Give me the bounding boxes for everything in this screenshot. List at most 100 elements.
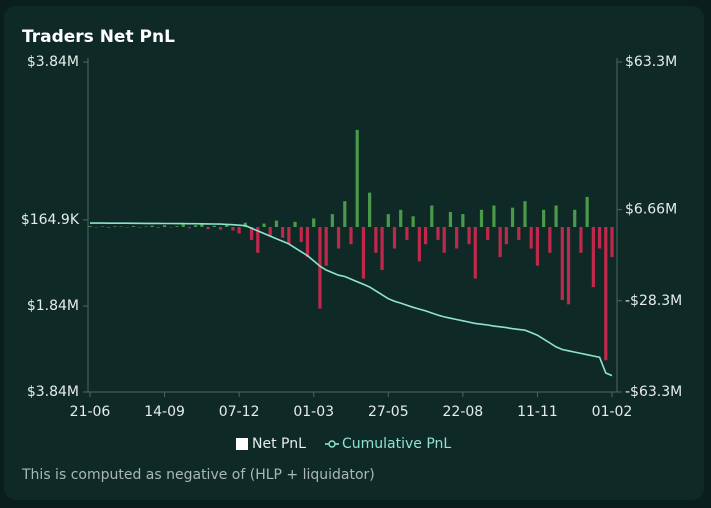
legend-label: Net PnL xyxy=(252,436,306,452)
bar xyxy=(417,227,421,262)
y-tick-label: $164.9K xyxy=(21,212,80,228)
bar xyxy=(349,227,353,245)
legend-swatch-marker xyxy=(328,440,336,448)
bar xyxy=(212,225,216,227)
bar xyxy=(473,227,477,279)
x-tick-label: 22-08 xyxy=(443,404,484,420)
bar xyxy=(461,214,465,227)
bar xyxy=(430,205,434,227)
bar xyxy=(119,226,123,228)
bar xyxy=(305,227,310,258)
bar xyxy=(169,227,173,228)
bar xyxy=(100,226,105,228)
bar xyxy=(548,227,552,253)
bar xyxy=(411,216,415,227)
bar xyxy=(249,227,254,240)
bar xyxy=(206,227,210,230)
bar xyxy=(479,209,484,227)
x-tick-label: 11-11 xyxy=(517,404,558,420)
bar xyxy=(529,227,533,249)
bar xyxy=(200,223,204,227)
bar xyxy=(262,223,266,227)
bar xyxy=(138,227,142,228)
bar xyxy=(566,227,571,305)
bar xyxy=(150,225,154,227)
bar xyxy=(343,201,347,227)
y2-tick-label: $63.3M xyxy=(625,54,677,70)
bar xyxy=(175,226,179,227)
bar xyxy=(436,227,440,240)
bar xyxy=(162,225,167,227)
x-tick-label: 01-02 xyxy=(592,404,633,420)
x-tick-label: 01-03 xyxy=(293,404,334,420)
y-tick-label: $3.84M xyxy=(27,54,79,70)
footnote: This is computed as negative of (HLP + l… xyxy=(21,467,375,483)
y2-tick-label: $6.66M xyxy=(625,202,677,218)
bar xyxy=(355,129,359,227)
bar xyxy=(318,227,322,309)
bar xyxy=(144,226,148,228)
bar xyxy=(293,221,297,227)
bar xyxy=(287,227,291,245)
bar xyxy=(312,218,316,227)
bar xyxy=(299,227,303,243)
bar xyxy=(591,227,595,288)
bar xyxy=(442,227,446,253)
bar xyxy=(181,224,185,227)
x-tick-label: 21-06 xyxy=(70,404,111,420)
bar xyxy=(517,227,521,240)
bar xyxy=(187,227,192,229)
bar xyxy=(573,209,577,227)
y2-tick-label: -$63.3M xyxy=(625,384,682,400)
bar xyxy=(380,227,384,270)
bar xyxy=(281,227,285,238)
bar xyxy=(486,227,490,240)
bar xyxy=(579,227,583,253)
bar xyxy=(535,227,540,266)
y2-tick-label: -$28.3M xyxy=(625,293,682,309)
bar xyxy=(374,227,378,253)
bar xyxy=(492,205,496,227)
bar xyxy=(399,209,403,227)
bar xyxy=(225,224,229,227)
bar xyxy=(498,227,502,258)
bar xyxy=(560,227,564,301)
legend-label: Cumulative PnL xyxy=(342,436,451,452)
bar xyxy=(392,227,397,249)
bar xyxy=(604,227,608,361)
bar xyxy=(336,227,341,249)
bar xyxy=(585,196,589,227)
bar xyxy=(386,214,390,227)
legend-swatch xyxy=(236,438,248,450)
bar xyxy=(243,222,247,227)
bar xyxy=(324,227,328,266)
bar xyxy=(94,227,98,228)
bar xyxy=(467,227,471,245)
bar xyxy=(510,207,515,227)
chart-title: Traders Net PnL xyxy=(22,27,175,47)
bar xyxy=(113,226,117,227)
bar xyxy=(88,226,92,227)
bar xyxy=(330,214,334,227)
bar xyxy=(156,227,160,228)
x-tick-label: 14-09 xyxy=(144,404,185,420)
bar xyxy=(231,227,235,231)
bar xyxy=(218,227,223,230)
bar xyxy=(268,227,272,236)
bar xyxy=(361,227,366,279)
card xyxy=(4,6,704,500)
bar xyxy=(107,227,111,228)
x-tick-label: 27-05 xyxy=(368,404,409,420)
cumulative-line xyxy=(90,222,613,377)
bar xyxy=(131,226,136,227)
bar xyxy=(256,227,260,253)
y-tick-label: $1.84M xyxy=(27,298,79,314)
bar xyxy=(368,192,372,227)
bar xyxy=(504,227,508,245)
bar xyxy=(597,227,602,249)
bar xyxy=(523,201,527,227)
y-tick-label: $3.84M xyxy=(27,384,79,400)
bar xyxy=(610,227,614,258)
